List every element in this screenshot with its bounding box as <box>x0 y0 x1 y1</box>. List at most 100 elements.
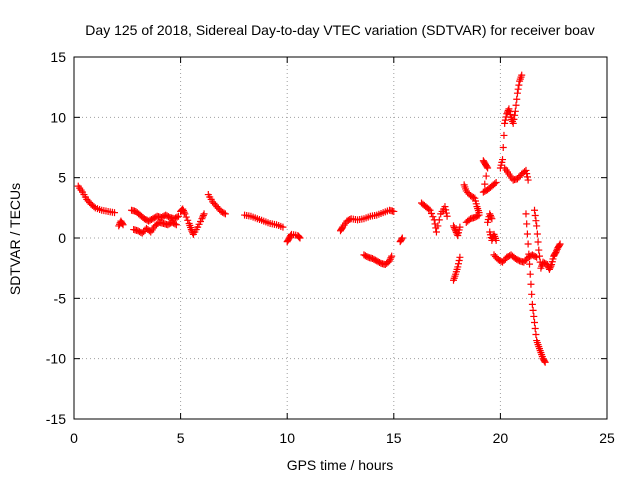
x-tick-label: 25 <box>599 430 615 446</box>
data-point <box>533 222 541 230</box>
data-point <box>483 163 491 171</box>
data-point <box>534 238 542 246</box>
data-point <box>180 208 188 216</box>
data-point <box>523 230 531 238</box>
data-point <box>523 173 531 181</box>
data-point <box>526 260 534 268</box>
data-point <box>535 252 543 260</box>
data-point <box>522 166 530 174</box>
data-point <box>454 263 462 271</box>
y-tick-label: 5 <box>58 170 66 186</box>
data-point <box>526 270 534 278</box>
data-point <box>181 210 189 218</box>
data-point <box>179 207 187 215</box>
data-point <box>115 222 123 230</box>
data-point <box>386 255 394 263</box>
data-point <box>174 212 182 220</box>
data-point <box>442 209 450 217</box>
data-point <box>220 209 228 217</box>
data-point <box>492 236 500 244</box>
data-point <box>425 205 433 213</box>
data-point <box>546 264 554 272</box>
data-point <box>443 212 451 220</box>
x-tick-label: 20 <box>493 430 509 446</box>
data-point <box>449 222 457 230</box>
data-point <box>545 265 553 273</box>
data-point <box>522 210 530 218</box>
y-tick-label: -15 <box>46 411 66 427</box>
data-point <box>532 331 540 339</box>
axes <box>73 56 608 420</box>
data-point <box>501 119 509 127</box>
data-point <box>179 205 187 213</box>
data-point <box>279 223 287 231</box>
data-point <box>429 213 437 221</box>
data-point <box>547 262 555 270</box>
y-tick-label: -5 <box>54 290 67 306</box>
data-point <box>475 211 483 219</box>
data-points <box>74 71 564 366</box>
data-point <box>531 318 539 326</box>
data-point <box>553 247 561 255</box>
data-point <box>435 216 443 224</box>
data-point <box>540 357 548 365</box>
data-point <box>427 209 435 217</box>
data-point <box>523 220 531 228</box>
data-point <box>511 107 519 115</box>
data-point <box>390 207 398 215</box>
data-point <box>531 211 539 219</box>
data-point <box>455 257 463 265</box>
data-point <box>486 210 494 218</box>
data-point <box>527 280 535 288</box>
data-point <box>509 119 517 127</box>
data-point <box>453 230 461 238</box>
data-point <box>491 180 499 188</box>
data-point <box>488 215 496 223</box>
plot-frame <box>73 56 608 420</box>
data-point <box>555 241 563 249</box>
y-tick-label: 0 <box>58 230 66 246</box>
axis-ticks: 0 5 10 15 20 25 -15 -10 -5 0 5 10 15 <box>46 49 615 446</box>
x-tick-label: 10 <box>279 430 295 446</box>
x-tick-label: 5 <box>177 430 185 446</box>
data-point <box>531 325 539 332</box>
data-point <box>434 222 442 230</box>
data-point <box>487 213 495 221</box>
data-point <box>173 213 181 221</box>
data-point <box>530 312 538 320</box>
data-point <box>454 260 462 268</box>
data-point <box>296 234 304 242</box>
data-point <box>441 203 449 211</box>
data-point <box>525 250 533 258</box>
data-point <box>388 252 396 260</box>
data-point <box>198 215 206 223</box>
data-point <box>486 211 494 219</box>
data-point <box>531 206 539 214</box>
data-point <box>200 210 208 218</box>
data-point <box>528 290 536 298</box>
data-point <box>512 101 520 109</box>
data-point <box>172 221 180 229</box>
data-point <box>295 232 303 240</box>
data-point <box>432 228 440 236</box>
x-axis-label: GPS time / hours <box>287 457 394 473</box>
data-point <box>552 248 560 256</box>
data-point <box>524 240 532 248</box>
data-point <box>523 170 531 178</box>
data-point <box>484 164 492 172</box>
data-point <box>387 254 395 262</box>
data-point <box>119 221 127 229</box>
data-point <box>456 223 464 231</box>
data-point <box>481 180 489 188</box>
data-point <box>90 203 98 211</box>
data-point <box>529 306 537 314</box>
data-point <box>500 131 508 139</box>
data-point <box>171 220 179 228</box>
data-point <box>513 89 521 97</box>
data-point <box>442 206 450 214</box>
data-point <box>499 144 507 151</box>
data-point <box>469 193 477 201</box>
data-point <box>451 225 459 233</box>
data-point <box>501 116 509 124</box>
data-point <box>511 111 519 119</box>
